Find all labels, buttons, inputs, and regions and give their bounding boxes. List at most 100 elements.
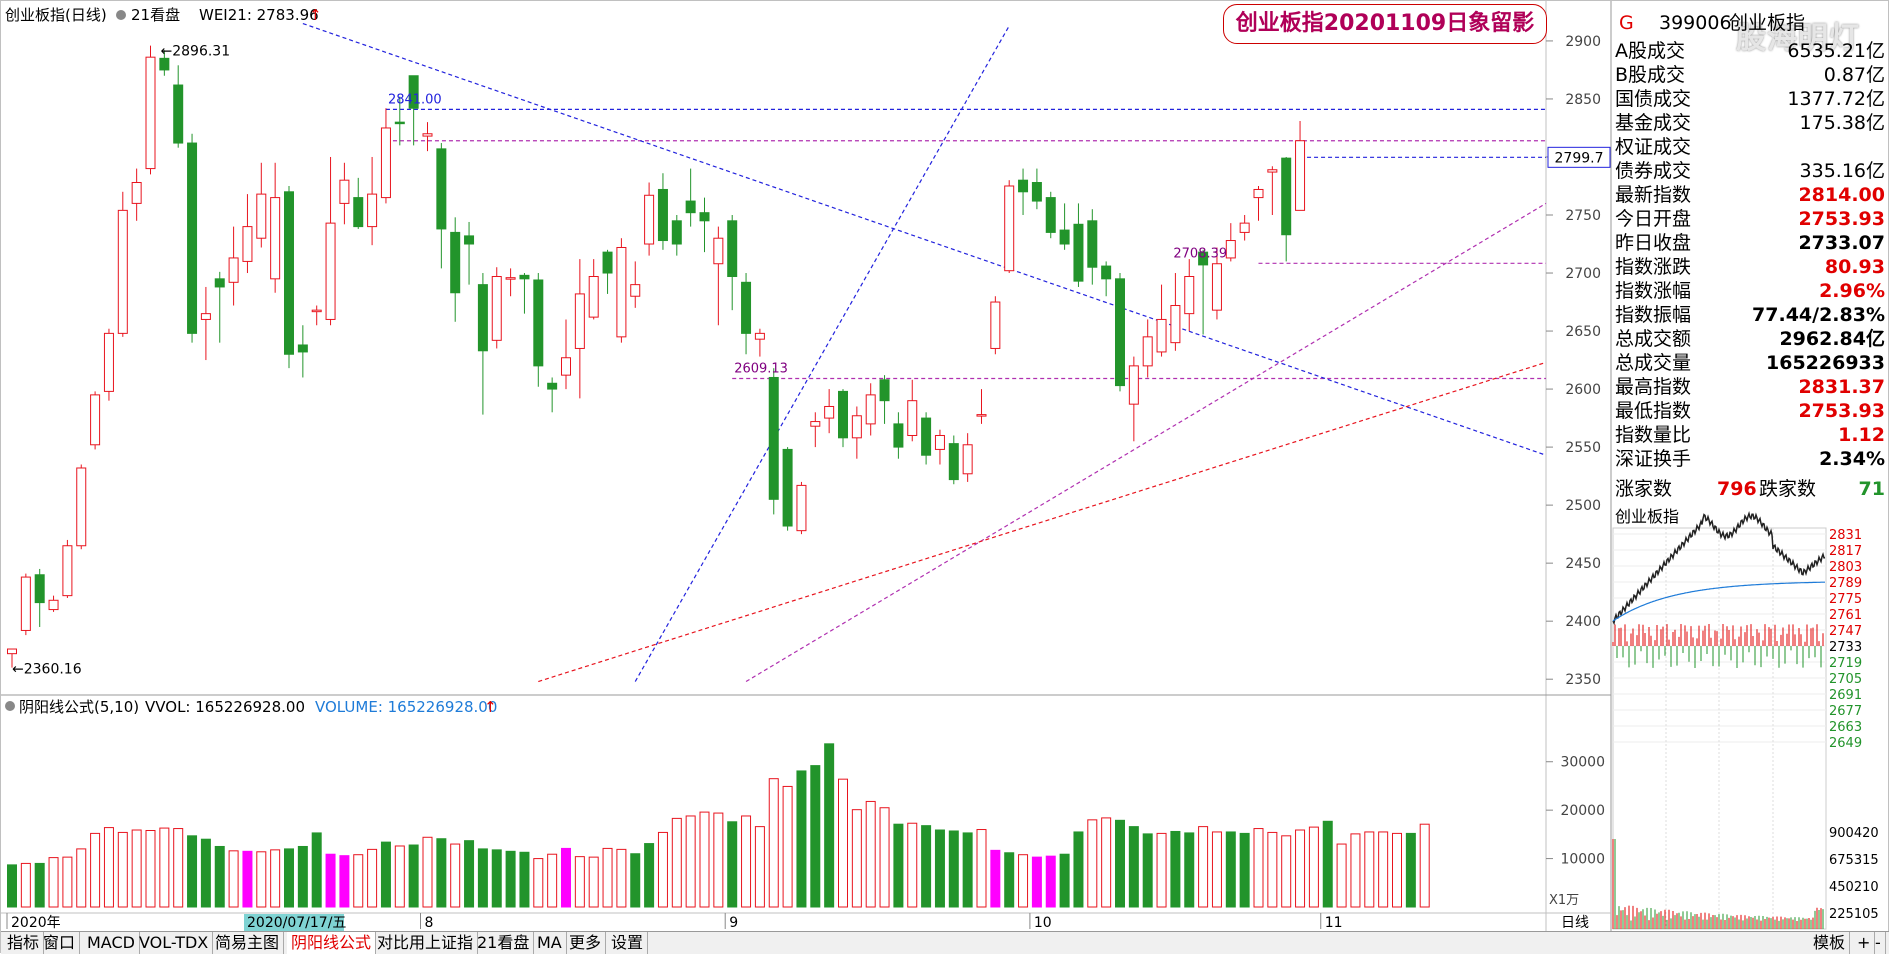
volume-bar	[893, 823, 904, 908]
volume-bar	[907, 822, 918, 908]
vol-tick-label: 30000	[1560, 755, 1605, 771]
mini-vol-tick: 450210	[1829, 880, 1879, 895]
volume-bar	[491, 849, 502, 908]
info-row-label: 权证成交	[1615, 136, 1692, 158]
volume-bar	[242, 850, 253, 908]
volume-bar	[561, 847, 571, 908]
tab-4[interactable]: 简易主图	[211, 932, 285, 954]
volume-bar	[1115, 819, 1125, 908]
info-row-value: 2.96%	[1819, 280, 1885, 302]
info-row-value: 2753.93	[1798, 208, 1885, 230]
candle	[145, 45, 156, 175]
candle	[1225, 223, 1236, 262]
date-label: 8	[425, 915, 434, 931]
price-tick-label: 2900	[1565, 34, 1601, 50]
price-tick-label: 2600	[1565, 382, 1601, 398]
candle	[242, 194, 253, 274]
candle	[1156, 284, 1167, 357]
info-row-label: B股成交	[1615, 64, 1686, 86]
candle	[48, 595, 59, 612]
info-row: 最新指数 2814.00	[1613, 183, 1889, 207]
vol-tick-label: 10000	[1560, 852, 1605, 868]
tab-9[interactable]: 更多	[565, 932, 607, 954]
volume-bar	[976, 829, 987, 908]
mini-price-tick: 2789	[1829, 576, 1862, 591]
tab-7[interactable]: 21看盘	[473, 932, 535, 954]
volume-bar	[1239, 832, 1250, 908]
volume-bar	[1073, 831, 1084, 908]
mini-price-tick: 2733	[1829, 640, 1862, 655]
volume-bar	[1336, 843, 1347, 908]
candle	[353, 177, 364, 229]
date-label: 2020年	[11, 915, 61, 931]
volume-bar	[117, 831, 128, 908]
volume-bar	[824, 743, 835, 908]
tab-6[interactable]: 对比用上证指	[373, 932, 479, 954]
right-button-1[interactable]: +	[1853, 932, 1876, 954]
vol-tick-label: 20000	[1560, 803, 1605, 819]
info-row-label: 指数涨幅	[1615, 280, 1692, 302]
info-row-label: 基金成交	[1615, 112, 1692, 134]
info-row-value: 0.87亿	[1823, 64, 1885, 86]
volume-bar	[588, 856, 599, 908]
volume-bar	[1308, 826, 1319, 908]
volume-bar	[20, 862, 31, 908]
volume-bar	[838, 778, 848, 908]
volume-bar	[796, 770, 807, 908]
right-button-2[interactable]: -	[1871, 932, 1886, 954]
tab-0[interactable]: 指标	[3, 932, 45, 954]
candle	[1184, 259, 1195, 332]
volume-bar	[1101, 817, 1112, 908]
info-row-label: 深证换手	[1615, 448, 1692, 470]
price-tick-label: 2700	[1565, 266, 1601, 282]
volume-bar	[173, 828, 184, 908]
volume-bar	[325, 853, 336, 908]
candle	[367, 156, 378, 246]
mini-title: 创业板指	[1615, 507, 1680, 526]
tab-10[interactable]: 设置	[607, 932, 649, 954]
panel-code-row: G 399006 创业板指	[1613, 11, 1889, 35]
candle	[159, 50, 170, 76]
candle	[699, 197, 710, 253]
volume-bar	[270, 849, 281, 908]
tab-8[interactable]: MA	[533, 932, 567, 954]
candle	[34, 568, 45, 627]
candle	[1211, 247, 1222, 320]
info-row-label: 今日开盘	[1615, 208, 1692, 230]
volume-bar	[948, 830, 959, 908]
info-row-value: 2733.07	[1798, 232, 1885, 254]
info-row-label: 最低指数	[1615, 400, 1692, 422]
candle	[851, 406, 862, 459]
decline-label: 跌家数	[1759, 478, 1817, 500]
candle	[741, 273, 752, 355]
tab-5[interactable]: 阴阳线公式	[287, 932, 377, 954]
tab-1[interactable]: 窗口	[39, 932, 81, 954]
price-tick-label: 2350	[1565, 672, 1601, 688]
watermark: 股海明灯	[1736, 21, 1860, 56]
info-row: 最低指数 2753.93	[1613, 399, 1889, 423]
tab-2[interactable]: MACD	[83, 932, 140, 954]
candle	[173, 65, 184, 148]
candle	[616, 238, 627, 343]
volume-bar	[62, 856, 73, 908]
candle	[436, 143, 447, 269]
info-row: 指数涨跌 80.93	[1613, 255, 1889, 279]
mini-vol-tick: 900420	[1829, 826, 1879, 841]
candle	[103, 328, 114, 401]
vol-unit: X1万	[1549, 893, 1579, 908]
mini-avg-line	[1612, 581, 1825, 622]
volume-bar	[1045, 855, 1056, 908]
volume-bar	[76, 848, 87, 908]
volume-arrow: ↑	[484, 698, 497, 716]
volume-bar	[727, 821, 738, 908]
volume-bar	[477, 848, 488, 908]
candle	[408, 75, 419, 146]
candle	[713, 226, 724, 326]
right-button-0[interactable]: 模板	[1809, 932, 1851, 954]
current-price-text: 2799.7	[1555, 150, 1604, 166]
candle	[865, 383, 876, 436]
volume-bar	[865, 800, 876, 908]
tab-3[interactable]: VOL-TDX	[135, 932, 214, 954]
volume-bar	[921, 825, 932, 908]
